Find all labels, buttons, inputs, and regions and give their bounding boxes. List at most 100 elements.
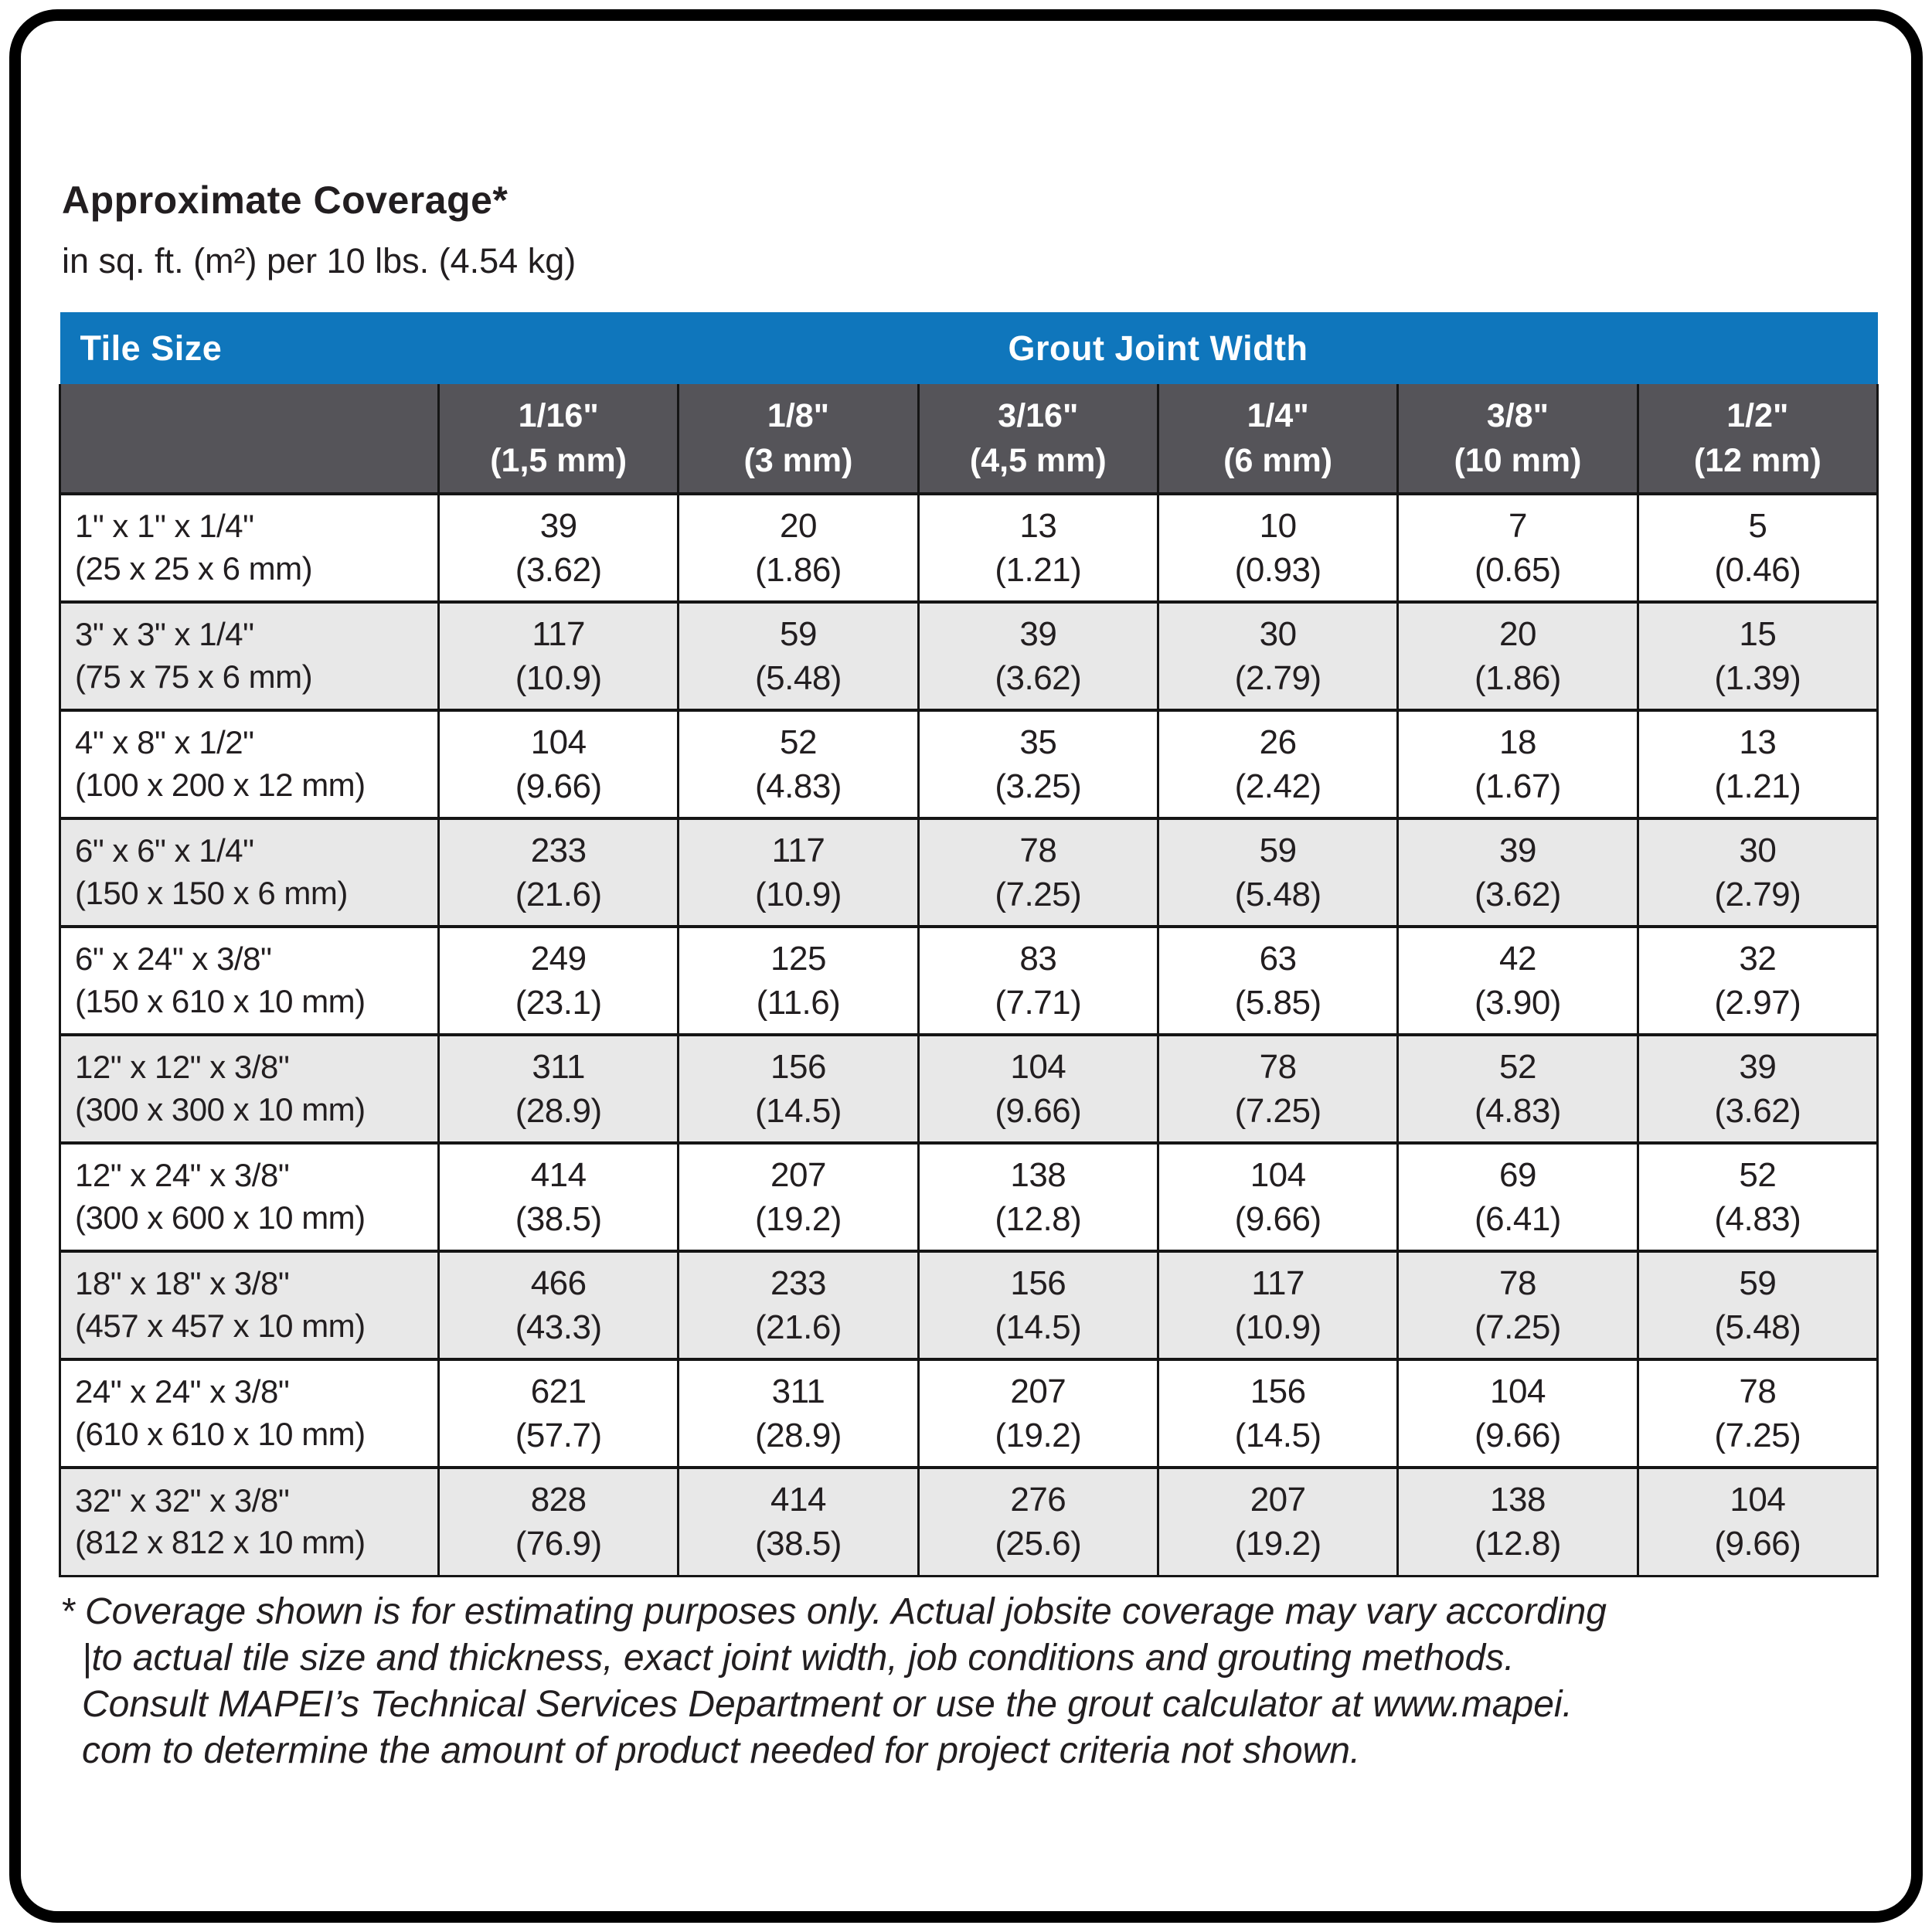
coverage-m2: (19.2) <box>995 1417 1082 1454</box>
grout-joint-width-header: Grout Joint Width <box>438 312 1878 384</box>
coverage-m2: (25.6) <box>995 1525 1082 1563</box>
coverage-m2: (38.5) <box>755 1525 842 1563</box>
column-header-row: 1/16" (1,5 mm) 1/8" (3 mm) 3/16" (4,5 mm… <box>59 384 1879 495</box>
tile-size-inches: 3" x 3" x 1/4" <box>75 616 254 653</box>
tile-size-mm: (150 x 610 x 10 mm) <box>75 983 366 1019</box>
coverage-m2: (10.9) <box>515 659 602 697</box>
coverage-cell: 59 (5.48) <box>1156 817 1400 928</box>
coverage-cell: 466 (43.3) <box>437 1250 680 1361</box>
coverage-m2: (3.90) <box>1475 984 1561 1022</box>
joint-width-mm: (10 mm) <box>1454 442 1582 479</box>
coverage-cell: 276 (25.6) <box>917 1466 1159 1577</box>
joint-width-mm: (4,5 mm) <box>969 442 1107 479</box>
coverage-cell: 78 (7.25) <box>1396 1250 1639 1361</box>
coverage-sqft: 39 <box>539 506 577 545</box>
coverage-sqft: 138 <box>1490 1481 1546 1519</box>
coverage-cell: 207 (19.2) <box>677 1141 920 1253</box>
coverage-cell: 15 (1.39) <box>1636 600 1879 712</box>
coverage-m2: (7.25) <box>995 876 1082 913</box>
coverage-cell: 311 (28.9) <box>437 1033 680 1145</box>
coverage-sqft: 138 <box>1010 1155 1066 1194</box>
table-row: 12" x 24" x 3/8" (300 x 600 x 10 mm) 414 (3… <box>59 1141 1879 1253</box>
tile-size-mm: (75 x 75 x 6 mm) <box>75 658 313 695</box>
column-header: 3/16" (4,5 mm) <box>917 384 1159 495</box>
coverage-cell: 104 (9.66) <box>437 709 680 820</box>
coverage-sqft: 311 <box>532 1047 585 1086</box>
coverage-sqft: 104 <box>530 723 587 761</box>
coverage-cell: 63 (5.85) <box>1156 925 1400 1036</box>
tile-size-header: Tile Size <box>60 312 439 384</box>
coverage-cell: 156 (14.5) <box>1156 1358 1400 1469</box>
footnote-line: |to actual tile size and thickness, exac… <box>82 1638 1515 1679</box>
coverage-sqft: 52 <box>1499 1047 1536 1086</box>
coverage-sqft: 52 <box>1739 1155 1777 1194</box>
coverage-sqft: 104 <box>1250 1155 1306 1194</box>
empty-header-cell <box>59 384 440 495</box>
column-header: 1/2" (12 mm) <box>1636 384 1879 495</box>
coverage-m2: (9.66) <box>515 767 602 805</box>
coverage-sqft: 26 <box>1259 723 1297 761</box>
coverage-m2: (10.9) <box>755 876 842 913</box>
tile-size-cell: 4" x 8" x 1/2" (100 x 200 x 12 mm) <box>59 709 440 820</box>
coverage-sqft: 117 <box>1251 1264 1304 1302</box>
coverage-m2: (9.66) <box>1234 1200 1321 1238</box>
joint-width-inches: 3/16" <box>998 396 1079 434</box>
coverage-cell: 125 (11.6) <box>677 925 920 1036</box>
tile-size-inches: 12" x 12" x 3/8" <box>75 1049 290 1086</box>
coverage-m2: (38.5) <box>515 1200 602 1238</box>
coverage-m2: (0.93) <box>1234 551 1321 589</box>
coverage-m2: (5.48) <box>755 659 842 697</box>
coverage-m2: (1.21) <box>995 551 1082 589</box>
coverage-m2: (57.7) <box>515 1417 602 1454</box>
coverage-m2: (14.5) <box>755 1092 842 1130</box>
tile-size-inches: 18" x 18" x 3/8" <box>75 1265 290 1302</box>
coverage-sqft: 125 <box>770 939 826 978</box>
coverage-m2: (9.66) <box>1714 1525 1801 1563</box>
coverage-cell: 311 (28.9) <box>677 1358 920 1469</box>
coverage-m2: (1.39) <box>1714 659 1801 697</box>
coverage-sqft: 207 <box>1250 1481 1306 1519</box>
coverage-sqft: 13 <box>1739 723 1777 761</box>
table-row: 18" x 18" x 3/8" (457 x 457 x 10 mm) 466 (4… <box>59 1250 1879 1361</box>
coverage-cell: 117 (10.9) <box>437 600 680 712</box>
coverage-m2: (12.8) <box>995 1200 1082 1238</box>
coverage-sqft: 59 <box>780 614 817 653</box>
tile-size-mm: (300 x 300 x 10 mm) <box>75 1091 366 1128</box>
coverage-sqft: 15 <box>1739 614 1777 653</box>
coverage-cell: 20 (1.86) <box>677 492 920 604</box>
coverage-sqft: 233 <box>530 831 587 869</box>
coverage-cell: 156 (14.5) <box>677 1033 920 1145</box>
coverage-sqft: 207 <box>770 1155 826 1194</box>
coverage-sqft: 59 <box>1259 831 1297 869</box>
coverage-cell: 117 (10.9) <box>677 817 920 928</box>
tile-size-inches: 6" x 6" x 1/4" <box>75 832 254 869</box>
tile-size-mm: (610 x 610 x 10 mm) <box>75 1416 366 1452</box>
table-header-row: Tile Size Grout Joint Width <box>60 312 1878 384</box>
coverage-m2: (2.97) <box>1714 984 1801 1022</box>
coverage-sqft: 10 <box>1259 506 1297 545</box>
tile-size-cell: 1" x 1" x 1/4" (25 x 25 x 6 mm) <box>59 492 440 604</box>
tile-size-cell: 6" x 24" x 3/8" (150 x 610 x 10 mm) <box>59 925 440 1036</box>
coverage-sqft: 276 <box>1010 1481 1066 1519</box>
coverage-m2: (9.66) <box>1475 1417 1561 1454</box>
table-row: 1" x 1" x 1/4" (25 x 25 x 6 mm) 39 (3.62) 20… <box>59 492 1879 604</box>
tile-size-inches: 12" x 24" x 3/8" <box>75 1157 290 1194</box>
coverage-m2: (7.25) <box>1475 1308 1561 1346</box>
coverage-m2: (3.62) <box>995 659 1082 697</box>
coverage-sqft: 32 <box>1739 939 1777 978</box>
coverage-sqft: 117 <box>771 831 825 869</box>
coverage-m2: (2.79) <box>1714 876 1801 913</box>
coverage-m2: (19.2) <box>755 1200 842 1238</box>
coverage-m2: (21.6) <box>755 1308 842 1346</box>
footnote-line: * Coverage shown is for estimating purpo… <box>60 1591 1607 1632</box>
coverage-m2: (3.62) <box>1475 876 1561 913</box>
coverage-cell: 10 (0.93) <box>1156 492 1400 604</box>
coverage-cell: 20 (1.86) <box>1396 600 1639 712</box>
tile-size-cell: 6" x 6" x 1/4" (150 x 150 x 6 mm) <box>59 817 440 928</box>
coverage-m2: (1.86) <box>1475 659 1561 697</box>
coverage-cell: 39 (3.62) <box>1396 817 1639 928</box>
coverage-cell: 78 (7.25) <box>917 817 1159 928</box>
coverage-cell: 156 (14.5) <box>917 1250 1159 1361</box>
tile-size-cell: 24" x 24" x 3/8" (610 x 610 x 10 mm) <box>59 1358 440 1469</box>
coverage-m2: (76.9) <box>515 1525 602 1563</box>
